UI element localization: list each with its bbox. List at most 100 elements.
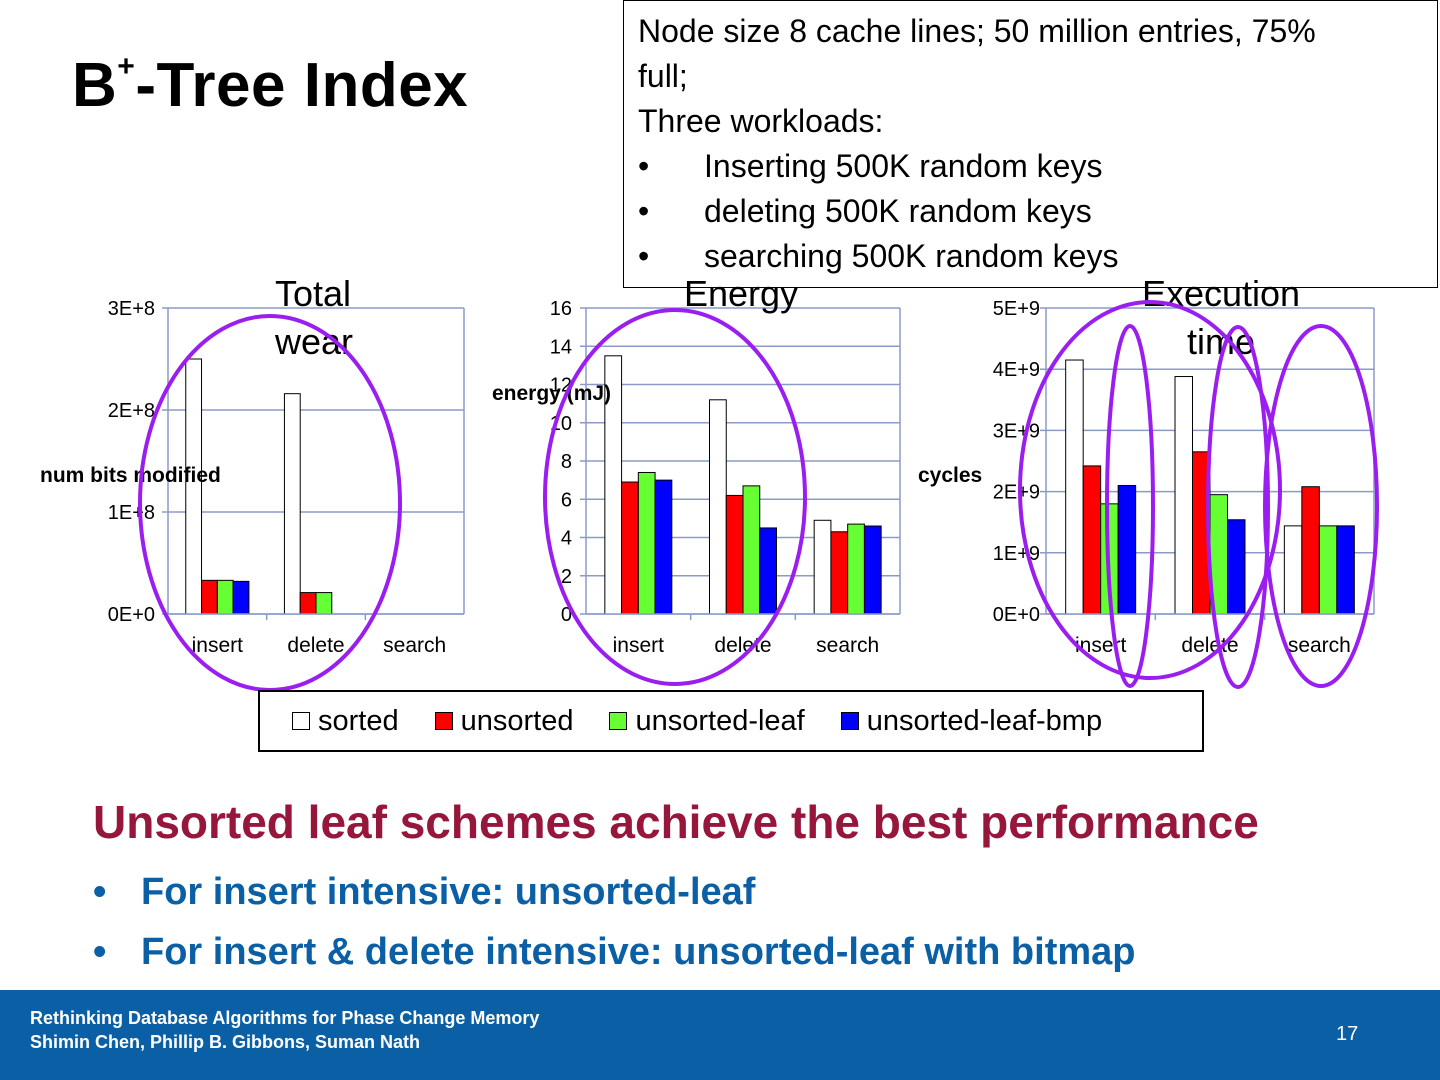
bar-unsorted <box>621 481 639 615</box>
chart-total-wear: 0E+0 1E+8 2E+8 3E+8 insert delete search <box>0 270 480 715</box>
legend-swatch <box>292 712 310 730</box>
y-axis-label-wear: num bits modified <box>40 464 221 487</box>
bar-unsorted-leaf <box>1100 503 1119 615</box>
note-line-2: full; <box>638 58 688 94</box>
bar-unsorted <box>1082 465 1102 615</box>
y-tick-label: 3E+9 <box>993 420 1040 442</box>
y-tick-label: 8 <box>561 451 572 473</box>
bar-unsorted-leaf-bmp <box>863 525 882 615</box>
x-tick-label: insert <box>613 634 665 657</box>
chart-title-energy: Energy <box>684 270 798 318</box>
chart-title-line: Energy <box>684 273 799 314</box>
bullet-glyph: • <box>638 238 650 274</box>
bar-unsorted <box>201 579 218 615</box>
bullet-glyph: • <box>638 148 650 184</box>
note-bullet: • searching 500K random keys <box>638 234 1423 279</box>
bar-unsorted-leaf <box>637 471 656 615</box>
bar-unsorted-leaf-bmp <box>759 527 777 615</box>
x-tick-label: insert <box>1075 634 1127 657</box>
footer-bar: Rethinking Database Algorithms for Phase… <box>0 990 1440 1080</box>
bar-sorted <box>1065 359 1084 615</box>
legend-item-unsorted-leaf: unsorted-leaf <box>609 704 805 738</box>
footer-paper-title: Rethinking Database Algorithms for Phase… <box>30 1008 540 1028</box>
conclusion-bullet: • For insert & delete intensive: unsorted… <box>93 922 1135 982</box>
title-main: B <box>72 51 118 120</box>
bar-unsorted <box>299 592 317 615</box>
bar-unsorted <box>725 494 744 615</box>
chart-legend: sorted unsorted unsorted-leaf unsorted-l… <box>258 690 1204 752</box>
conclusion-bullet-text: For insert & delete intensive: unsorted-… <box>141 930 1136 973</box>
y-tick-label: 10 <box>550 413 572 435</box>
legend-label: unsorted <box>460 704 574 737</box>
bar-sorted <box>1174 376 1194 615</box>
y-tick-label: 0 <box>561 604 572 626</box>
bar-unsorted-leaf <box>216 579 234 615</box>
title-rest: -Tree Index <box>135 51 469 120</box>
bar-unsorted-leaf <box>1318 525 1338 615</box>
y-tick-label: 4 <box>561 528 572 550</box>
bar-unsorted-leaf <box>315 592 333 615</box>
footer-authors: Shimin Chen, Phillip B. Gibbons, Suman N… <box>30 1032 421 1052</box>
y-tick-label: 14 <box>550 336 572 358</box>
x-tick-label: delete <box>287 634 344 657</box>
chart-title-line: Execution <box>1141 273 1301 314</box>
note-bullet-text: Inserting 500K random keys <box>704 148 1103 184</box>
legend-swatch <box>840 712 859 730</box>
conclusion-bullets: • For insert intensive: unsorted-leaf • Fo… <box>93 862 1135 982</box>
bar-unsorted <box>1301 486 1320 615</box>
chart-title-line: Total <box>275 273 352 314</box>
bar-unsorted-leaf <box>847 523 865 615</box>
bar-unsorted-leaf-bmp <box>1336 525 1355 615</box>
legend-item-unsorted-leaf-bmp: unsorted-leaf-bmp <box>840 704 1103 738</box>
x-tick-label: insert <box>192 634 244 657</box>
x-tick-label: delete <box>1181 634 1238 657</box>
bar-unsorted-leaf-bmp <box>1117 484 1137 615</box>
bar-unsorted-leaf <box>1209 494 1228 615</box>
bullet-glyph: • <box>638 193 650 229</box>
y-tick-label: 5E+9 <box>993 298 1040 320</box>
legend-swatch <box>434 712 453 730</box>
y-tick-label: 1E+9 <box>993 543 1040 565</box>
y-tick-label: 4E+9 <box>993 359 1040 381</box>
title-superscript: + <box>117 50 136 84</box>
x-tick-label: delete <box>714 634 771 657</box>
page-number: 17 <box>1336 1023 1359 1045</box>
legend-label: unsorted-leaf-bmp <box>866 704 1103 737</box>
y-tick-label: 1E+8 <box>108 502 155 524</box>
note-bullet-text: deleting 500K random keys <box>704 193 1092 229</box>
bar-sorted <box>283 393 301 615</box>
bar-sorted <box>1283 525 1303 615</box>
bullet-glyph: • <box>93 930 107 973</box>
chart-title-line: time <box>1186 321 1255 362</box>
chart-total-wear-svg: 0E+0 1E+8 2E+8 3E+8 insert delete search <box>108 298 465 657</box>
chart-title-execution-time: Execution time <box>1136 270 1306 366</box>
x-tick-label: search <box>383 634 446 657</box>
bar-unsorted-leaf-bmp <box>1226 519 1246 615</box>
y-tick-label: 16 <box>550 298 572 320</box>
headline-conclusion: Unsorted leaf schemes achieve the best p… <box>93 796 1259 848</box>
chart-title-line: wear <box>275 321 354 362</box>
bar-unsorted-leaf-bmp <box>232 580 250 615</box>
y-tick-label: 0E+0 <box>108 604 155 626</box>
bar-sorted <box>709 399 727 615</box>
note-bullet: • deleting 500K random keys <box>638 189 1423 234</box>
bar-unsorted-leaf-bmp <box>654 479 673 615</box>
chart-title-total-wear: Total wear <box>275 270 353 366</box>
bar-unsorted <box>830 531 849 615</box>
y-axis-label-cycles: cycles <box>918 464 983 487</box>
note-bullet: • Inserting 500K random keys <box>638 144 1423 189</box>
y-tick-label: 0E+0 <box>993 604 1040 626</box>
conclusion-bullet-text: For insert intensive: unsorted-leaf <box>141 870 756 913</box>
y-tick-label: 3E+8 <box>108 298 155 320</box>
conclusion-bullet: • For insert intensive: unsorted-leaf <box>93 862 1135 922</box>
legend-item-unsorted: unsorted <box>434 704 574 738</box>
legend-label: unsorted-leaf <box>635 704 805 737</box>
bar-sorted <box>813 519 832 615</box>
y-axis-label-energy: energy (mJ) <box>492 382 612 405</box>
workload-note-box: Node size 8 cache lines; 50 million entr… <box>623 0 1438 288</box>
x-tick-label: search <box>816 634 879 657</box>
x-tick-label: search <box>1288 634 1351 657</box>
note-line-1: Node size 8 cache lines; 50 million entr… <box>638 13 1316 49</box>
legend-label: sorted <box>318 704 399 737</box>
